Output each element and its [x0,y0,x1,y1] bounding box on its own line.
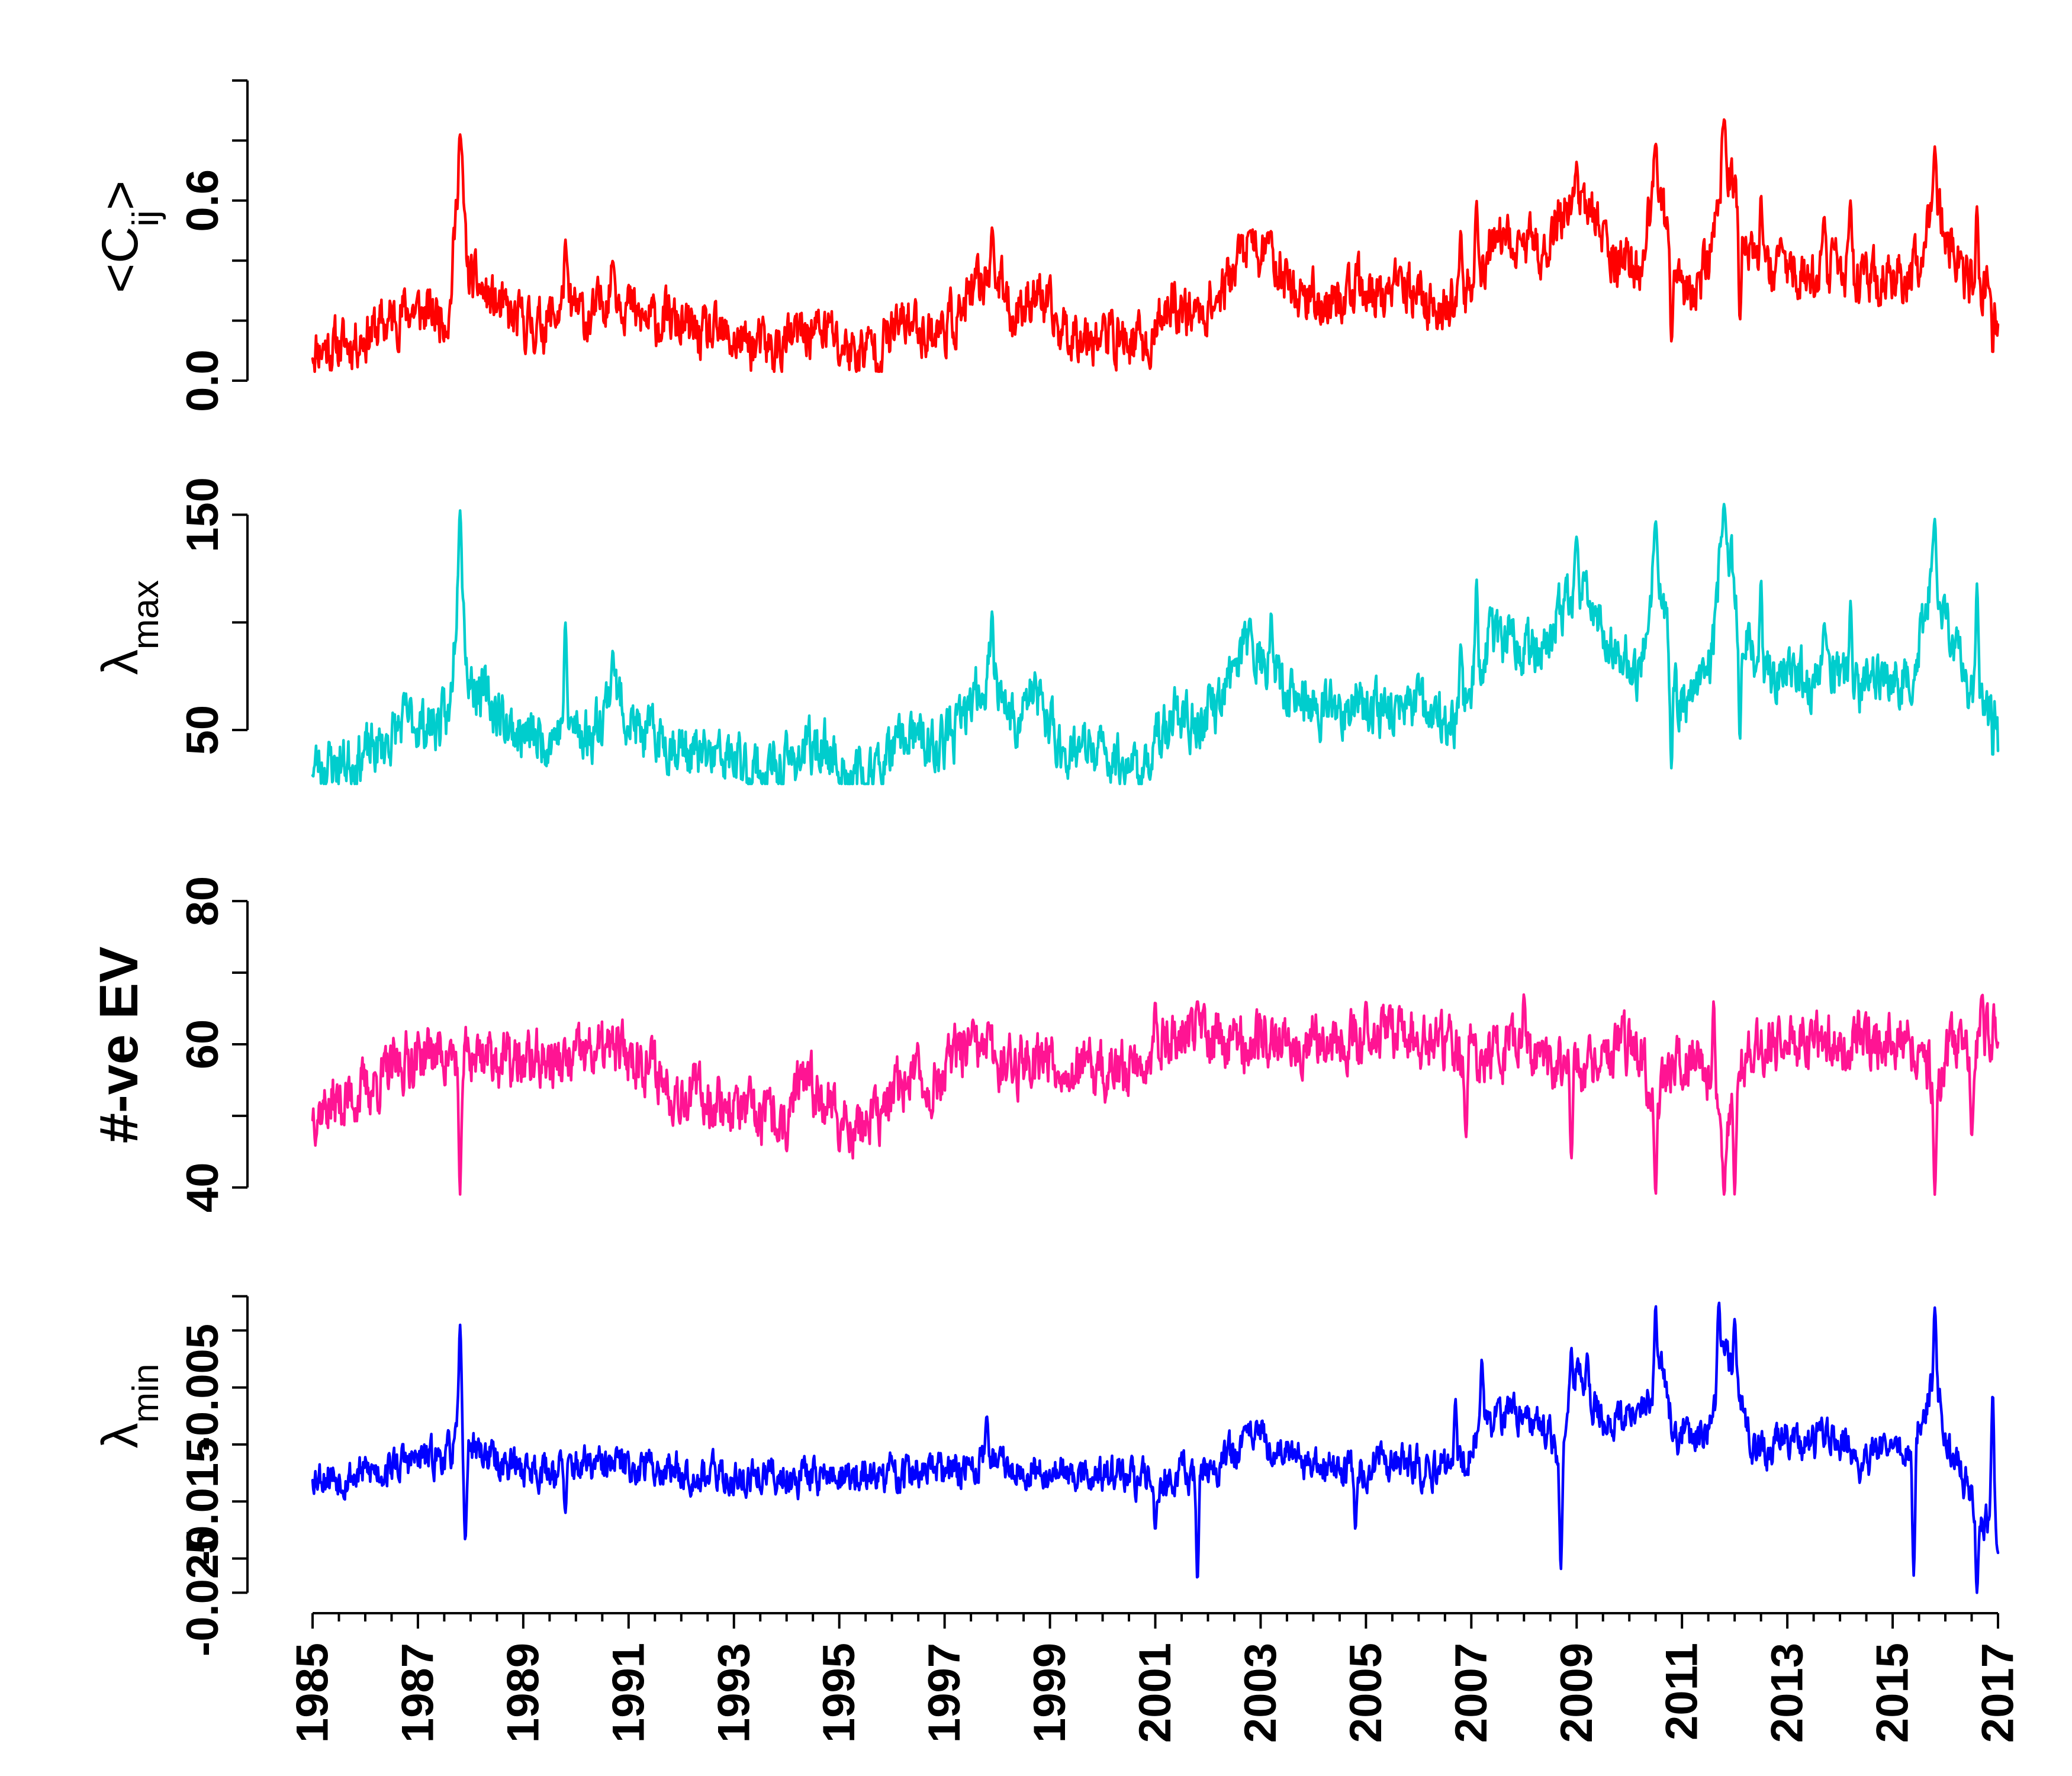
negev-yaxis: 40 60 80 [178,876,249,1213]
panel-negev: 40 60 80 #-ve EV [89,876,2000,1213]
lmin-ytick-label: -0.005 [178,1324,228,1452]
xtick-label: 1995 [814,1643,864,1743]
x-axis: 1985 1987 1989 1991 1993 1995 1997 1999 2001 2003… [288,1612,2023,1743]
xtick-label: 1987 [392,1643,443,1743]
xtick-label: 1997 [919,1643,970,1743]
xtick-label: 2011 [1657,1643,1707,1740]
lmax-ytick-label: 50 [178,705,228,755]
negev-ytick-label: 60 [178,1019,228,1070]
negev-ytick-label: 80 [178,876,228,926]
lmax-ytick-label: 150 [178,477,228,552]
lmax-yaxis: 50 150 [178,477,249,755]
lmin-ytick-label: -0.025 [178,1529,228,1657]
lmin-series-line [311,1301,2000,1594]
cij-ytick-label: 0.6 [178,169,228,232]
lmin-ylabel: λmin [92,1364,166,1449]
xtick-label: 2015 [1868,1643,1918,1743]
panel-lmin: -0.025-0.015-0.005 λmin [92,1295,2000,1657]
cij-ylabel: <Cij> [92,181,166,293]
negev-ytick-label: 40 [178,1163,228,1213]
panel-cij: 0.0 0.6 <Cij> [92,79,2000,412]
xtick-label: 1991 [603,1643,654,1743]
xtick-label: 2017 [1973,1643,2023,1743]
xtick-label: 2007 [1446,1643,1497,1743]
xtick-label: 1985 [288,1643,338,1743]
xtick-label: 2013 [1762,1643,1813,1743]
cij-yaxis: 0.0 0.6 [178,79,249,412]
xtick-label: 2009 [1552,1643,1602,1743]
negev-ylabel: #-ve EV [89,947,149,1143]
lmax-series-line [311,503,2000,786]
xtick-label: 1993 [709,1643,759,1743]
xtick-label: 2003 [1236,1643,1286,1743]
negev-series-line [311,993,2000,1196]
xtick-label: 2001 [1130,1643,1180,1743]
xtick-label: 2005 [1341,1643,1391,1743]
lmin-ytick-label: -0.015 [178,1438,228,1566]
lmax-ylabel: λmax [92,580,166,675]
lmin-yaxis: -0.025-0.015-0.005 [178,1295,249,1657]
xtick-label: 1989 [498,1643,548,1743]
cij-series-line [311,118,2000,374]
xtick-label: 1999 [1025,1643,1075,1743]
panel-lmax: 50 150 λmax [92,477,2000,786]
cij-ytick-label: 0.0 [178,349,228,412]
